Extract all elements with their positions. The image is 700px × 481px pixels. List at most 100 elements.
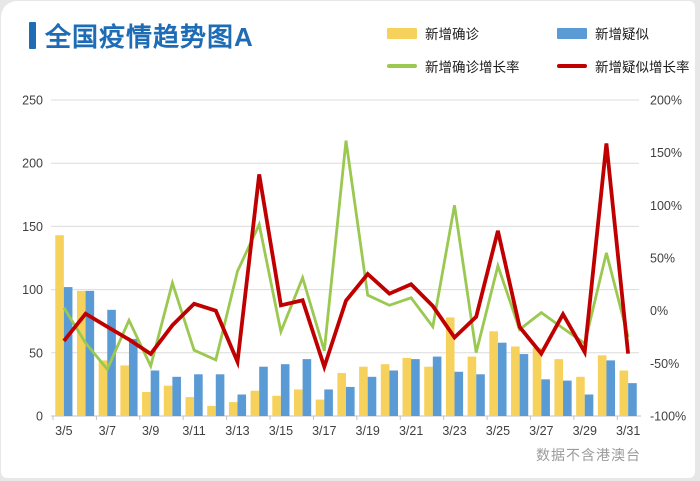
- bar-suspected-3/27: [541, 379, 550, 416]
- bar-confirmed-3/7: [98, 360, 108, 416]
- bar-suspected-3/25: [497, 342, 507, 416]
- bar-suspected-3/28: [563, 380, 572, 416]
- bar-suspected-3/17: [324, 389, 333, 416]
- bar-confirmed-3/22: [424, 366, 433, 416]
- bar-suspected-3/14: [259, 366, 268, 416]
- legend-label: 新增确诊: [425, 27, 479, 42]
- bar-confirmed-3/26: [511, 346, 520, 416]
- svg-text:200%: 200%: [650, 94, 682, 108]
- svg-text:0: 0: [36, 410, 43, 424]
- bar-confirmed-3/6: [76, 290, 86, 416]
- legend-item-new-suspected: 新增疑似: [557, 23, 690, 43]
- bar-suspected-3/9: [150, 370, 160, 416]
- svg-text:3/19: 3/19: [356, 424, 380, 438]
- bar-suspected-3/8: [128, 338, 138, 416]
- legend-label: 新增确诊增长率: [425, 60, 520, 75]
- chart-legend: 新增确诊 新增疑似 新增确诊增长率 新增疑似增长率: [387, 23, 690, 76]
- bar-confirmed-3/29: [576, 376, 585, 416]
- bar-confirmed-3/5: [55, 235, 64, 416]
- legend-label: 新增疑似增长率: [595, 60, 690, 75]
- svg-text:3/23: 3/23: [442, 424, 466, 438]
- bar-suspected-3/10: [172, 376, 181, 416]
- bar-suspected-3/19: [367, 376, 377, 416]
- bar-confirmed-3/16: [293, 389, 303, 416]
- svg-text:150%: 150%: [650, 146, 682, 160]
- title-accent-bar-icon: [29, 22, 36, 49]
- suspected-bar-swatch-icon: [557, 27, 587, 39]
- page-title-text: 全国疫情趋势图A: [45, 22, 254, 52]
- bar-confirmed-3/21: [402, 357, 412, 416]
- svg-text:3/31: 3/31: [616, 424, 640, 438]
- suspected-rate-line-swatch-icon: [557, 64, 587, 68]
- confirmed-rate-line-swatch-icon: [387, 64, 417, 68]
- legend-label: 新增疑似: [595, 27, 649, 42]
- svg-text:3/5: 3/5: [55, 424, 72, 438]
- svg-text:50: 50: [29, 346, 43, 360]
- svg-text:100: 100: [22, 283, 43, 297]
- svg-text:3/13: 3/13: [225, 424, 249, 438]
- svg-text:100%: 100%: [650, 199, 682, 213]
- bar-confirmed-3/24: [467, 356, 477, 416]
- bar-confirmed-3/19: [359, 366, 368, 416]
- svg-text:-50%: -50%: [650, 357, 679, 371]
- bar-suspected-3/16: [302, 359, 312, 416]
- bar-suspected-3/5: [63, 287, 73, 416]
- bar-confirmed-3/11: [185, 397, 195, 416]
- svg-text:3/11: 3/11: [182, 424, 205, 438]
- bar-confirmed-3/9: [142, 391, 151, 416]
- legend-item-new-confirmed: 新增确诊: [387, 23, 557, 43]
- bar-suspected-3/31: [628, 383, 637, 416]
- bar-confirmed-3/20: [380, 364, 390, 416]
- svg-text:3/9: 3/9: [142, 424, 159, 438]
- svg-text:3/27: 3/27: [529, 424, 553, 438]
- bar-confirmed-3/17: [315, 399, 325, 416]
- svg-text:3/29: 3/29: [573, 424, 597, 438]
- bar-confirmed-3/31: [619, 370, 629, 416]
- svg-text:150: 150: [22, 220, 43, 234]
- bar-suspected-3/20: [389, 370, 399, 416]
- svg-text:3/15: 3/15: [269, 424, 293, 438]
- legend-item-confirmed-growth-rate: 新增确诊增长率: [387, 56, 557, 76]
- legend-item-suspected-growth-rate: 新增疑似增长率: [557, 56, 690, 76]
- bar-suspected-3/11: [194, 374, 203, 416]
- watermark-note: 数据不含港澳台: [536, 447, 641, 463]
- svg-text:3/25: 3/25: [486, 424, 510, 438]
- svg-text:50%: 50%: [650, 252, 675, 266]
- bar-suspected-3/18: [346, 386, 355, 416]
- bar-confirmed-3/23: [445, 317, 455, 416]
- bar-suspected-3/21: [411, 359, 420, 416]
- bar-confirmed-3/27: [532, 347, 542, 416]
- line-confirmed-growth-rate: [62, 140, 630, 372]
- svg-text:250: 250: [22, 94, 43, 108]
- bar-confirmed-3/13: [228, 402, 238, 416]
- svg-text:3/21: 3/21: [399, 424, 423, 438]
- bar-confirmed-3/30: [597, 355, 607, 416]
- svg-text:200: 200: [22, 157, 43, 171]
- bar-suspected-3/22: [432, 356, 442, 416]
- bar-suspected-3/26: [519, 354, 529, 416]
- bar-confirmed-3/14: [250, 390, 260, 416]
- bar-confirmed-3/18: [337, 373, 346, 416]
- bar-confirmed-3/28: [554, 359, 564, 416]
- svg-text:-100%: -100%: [650, 410, 686, 424]
- bar-confirmed-3/25: [489, 331, 498, 416]
- bar-confirmed-3/15: [272, 395, 281, 416]
- line-suspected-growth-rate: [62, 143, 630, 373]
- bar-suspected-3/13: [237, 394, 247, 416]
- bar-suspected-3/6: [85, 290, 95, 416]
- bar-confirmed-3/12: [207, 405, 216, 416]
- page-title: 全国疫情趋势图A: [29, 17, 254, 54]
- bar-suspected-3/29: [584, 394, 594, 416]
- bar-suspected-3/23: [454, 371, 464, 416]
- svg-text:0%: 0%: [650, 304, 668, 318]
- svg-text:3/7: 3/7: [99, 424, 116, 438]
- confirmed-bar-swatch-icon: [387, 27, 417, 39]
- bar-suspected-3/12: [215, 374, 225, 416]
- bar-confirmed-3/8: [120, 365, 129, 416]
- bar-suspected-3/24: [476, 374, 485, 416]
- svg-text:3/17: 3/17: [312, 424, 336, 438]
- bar-confirmed-3/10: [163, 385, 173, 416]
